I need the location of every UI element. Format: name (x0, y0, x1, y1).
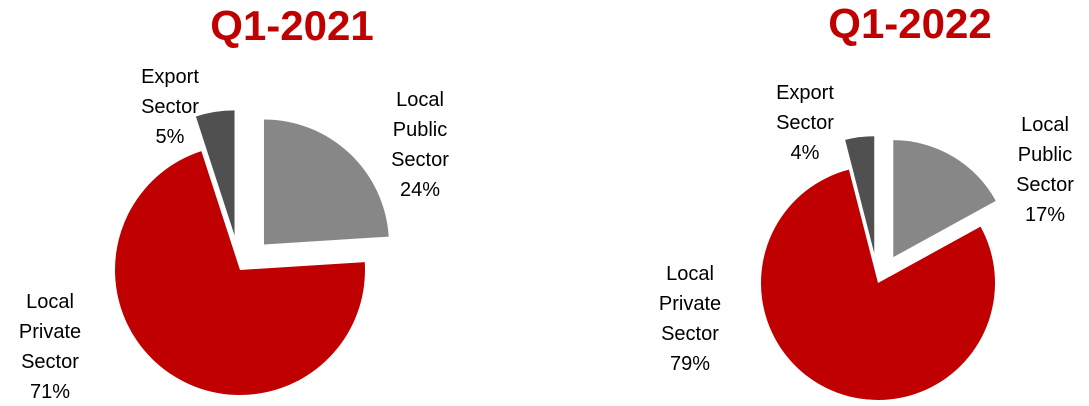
value-label: 17% (1024, 204, 1066, 226)
category-label: Export Sector (776, 82, 834, 134)
value-label: 71% (29, 381, 71, 403)
pie-slice (893, 140, 996, 258)
pie-slice (761, 169, 996, 401)
value-label: 5% (155, 126, 185, 148)
pie-slice (195, 110, 235, 236)
slice-label: Export Sector 4% (760, 78, 850, 168)
slice-label: Local Private Sector 79% (645, 259, 735, 379)
pie-slice (114, 151, 365, 395)
value-label: 4% (790, 142, 820, 164)
category-label: Local Public Sector (1016, 114, 1074, 196)
category-label: Local Private Sector (658, 263, 722, 345)
category-label: Local Private Sector (18, 291, 82, 373)
pie-slice (263, 119, 389, 245)
chart-title: Q1-2022 (828, 0, 992, 47)
slice-label: Local Private Sector 71% (5, 287, 95, 406)
category-label: Local Public Sector (391, 89, 449, 171)
category-label: Export Sector (141, 66, 199, 118)
slice-label: Local Public Sector 24% (375, 85, 465, 205)
pie-slice (845, 136, 875, 254)
value-label: 79% (669, 353, 711, 375)
slice-label: Local Public Sector 17% (1000, 110, 1089, 230)
chart-title: Q1-2021 (210, 2, 374, 49)
slice-label: Export Sector 5% (125, 62, 215, 152)
value-label: 24% (399, 179, 441, 201)
